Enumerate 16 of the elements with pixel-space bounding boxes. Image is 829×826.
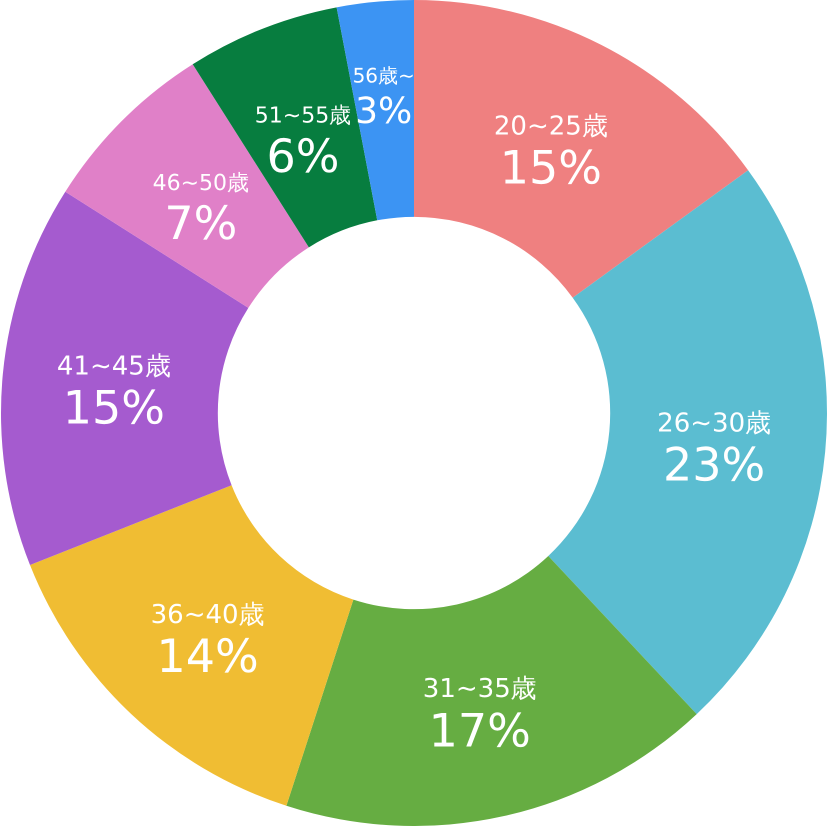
data-label: 14% <box>156 628 259 683</box>
data-label: 15% <box>62 380 165 435</box>
slice-label: 31~35歳 <box>422 674 537 704</box>
data-label: 3% <box>355 90 412 132</box>
data-label: 7% <box>164 196 238 250</box>
data-label: 6% <box>266 128 340 183</box>
slice-label: 51~55歳 <box>254 104 352 129</box>
slice-label: 56歳~ <box>352 63 415 88</box>
slice-label: 26~30歳 <box>657 408 772 438</box>
slice-label: 46~50歳 <box>152 170 250 196</box>
data-label: 15% <box>500 140 602 194</box>
slice-label: 36~40歳 <box>150 600 265 630</box>
data-label: 17% <box>428 703 531 758</box>
slice-label: 41~45歳 <box>56 352 171 382</box>
data-label: 23% <box>663 437 766 492</box>
slice-label: 20~25歳 <box>494 111 608 142</box>
